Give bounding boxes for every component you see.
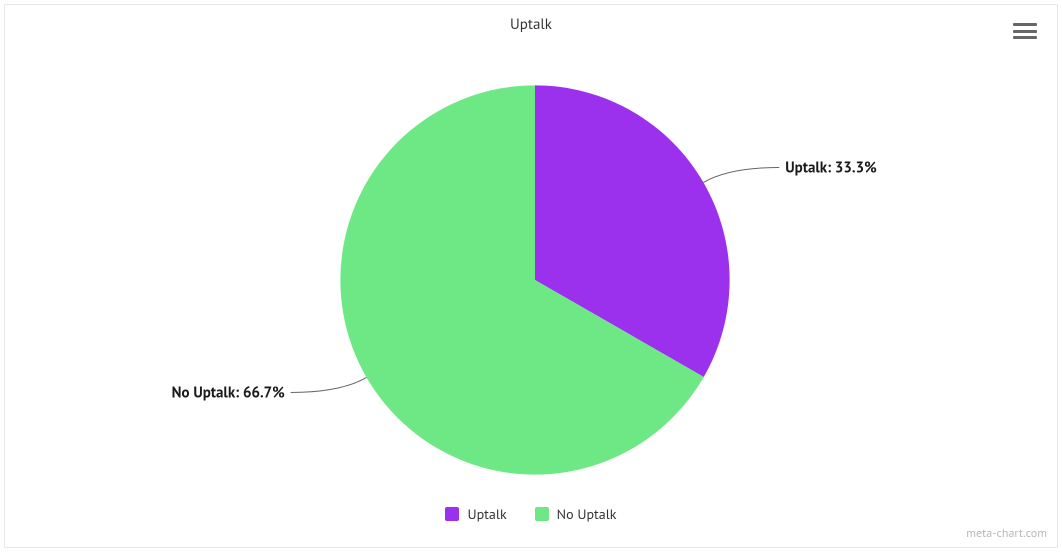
connector-line: [703, 167, 779, 182]
slice-label: Uptalk: 33.3%: [785, 158, 877, 177]
hamburger-menu-icon[interactable]: [1013, 21, 1037, 41]
legend-label: No Uptalk: [557, 505, 617, 523]
connector-line: [291, 377, 367, 392]
watermark: meta-chart.com: [966, 526, 1047, 541]
legend-item-no-uptalk[interactable]: No Uptalk: [535, 505, 617, 523]
legend-swatch: [535, 507, 549, 521]
pie-chart: Uptalk: 33.3% No Uptalk: 66.7%: [5, 45, 1057, 495]
legend-label: Uptalk: [467, 505, 506, 523]
chart-container: Uptalk Uptalk: 33.3% No Uptalk: 66.7% Upt…: [4, 4, 1058, 548]
chart-title: Uptalk: [5, 15, 1057, 34]
legend: Uptalk No Uptalk: [5, 505, 1057, 523]
legend-item-uptalk[interactable]: Uptalk: [445, 505, 506, 523]
slice-label: No Uptalk: 66.7%: [172, 383, 285, 402]
legend-swatch: [445, 507, 459, 521]
